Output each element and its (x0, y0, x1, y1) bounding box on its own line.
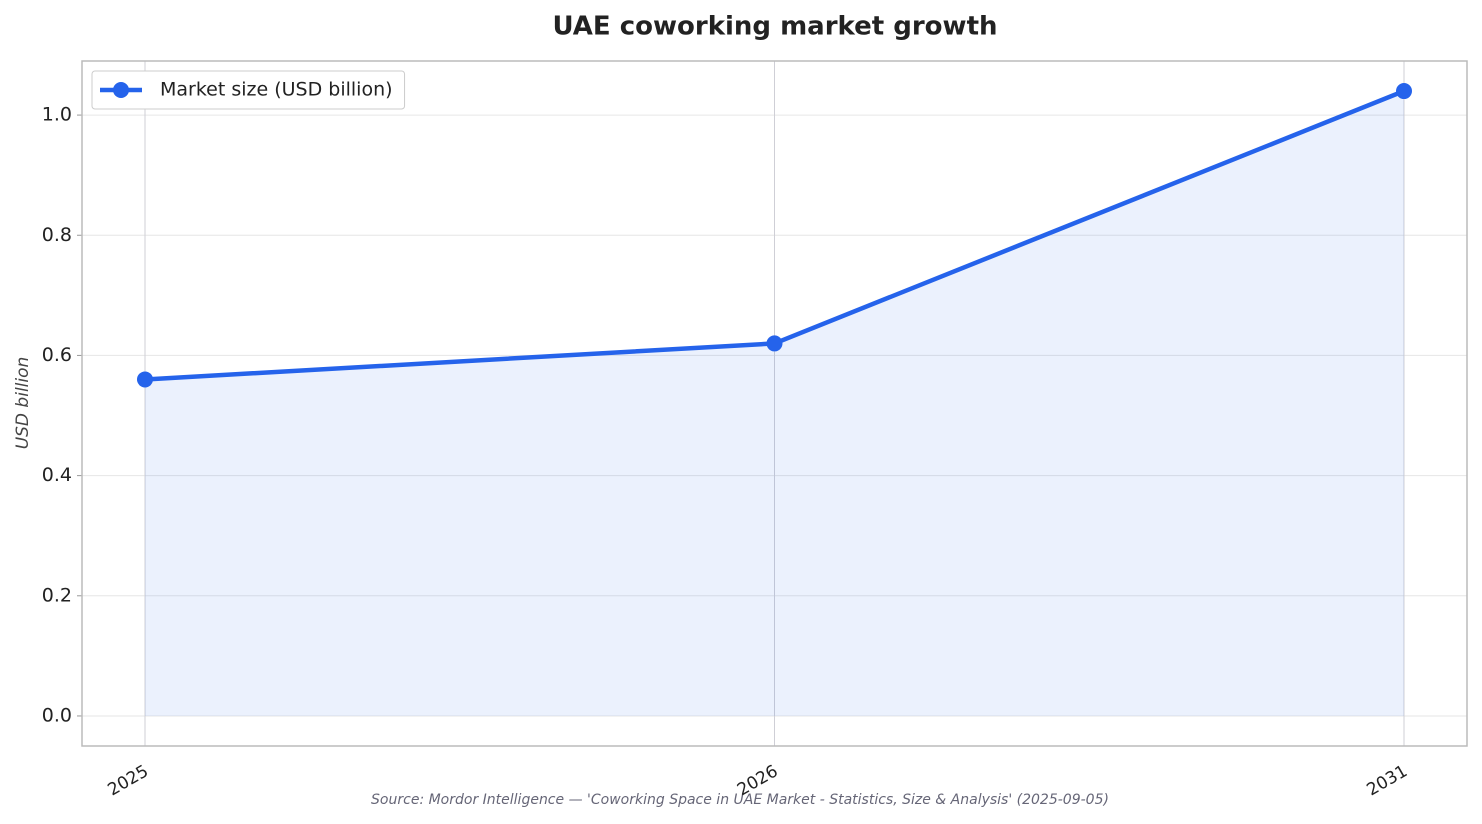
point (1396, 83, 1412, 100)
legend-box (91, 70, 406, 110)
y-tick-label: 0.6 (42, 344, 72, 366)
y-tick-label: 0.4 (42, 464, 72, 486)
chart-title: UAE coworking market growth (552, 12, 997, 42)
y-tick-label: 0.8 (42, 224, 72, 246)
y-axis-label: USD billion (13, 357, 33, 450)
x-tick-label: 2025 (105, 761, 152, 800)
point (137, 371, 153, 388)
y-tick-label: 0.2 (42, 584, 72, 606)
y-tick-label: 1.0 (42, 104, 72, 126)
y-tick-label: 0.0 (42, 704, 72, 726)
legend-label: Market size (USD billion) (160, 79, 393, 101)
legend-marker (113, 82, 129, 98)
legend: Market size (USD billion) (91, 70, 406, 110)
source-note: Source: Mordor Intelligence — 'Coworking… (371, 792, 1109, 808)
area (145, 91, 1404, 716)
x-tick-label: 2031 (1364, 761, 1411, 800)
plot-frame (81, 60, 1468, 747)
point (766, 335, 783, 352)
